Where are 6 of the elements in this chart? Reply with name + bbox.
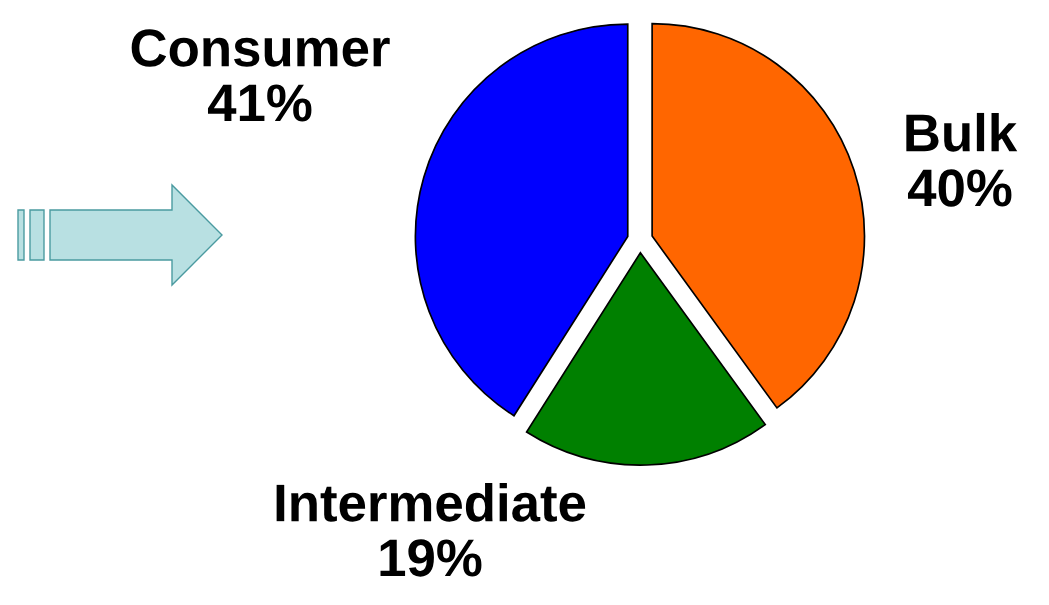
data-label: 40%: [907, 169, 1012, 207]
data-label: 19%: [380, 539, 482, 577]
data-label: 41%: [207, 84, 312, 122]
slice-label: Consumer: [131, 29, 390, 67]
slice-label: Intermediate: [276, 482, 586, 522]
slice-label: Bulk: [906, 112, 1018, 152]
